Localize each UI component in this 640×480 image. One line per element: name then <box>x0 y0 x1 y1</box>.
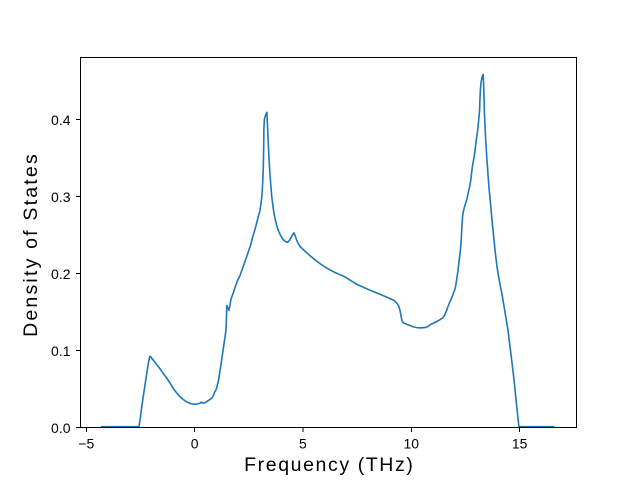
svg-text:5: 5 <box>299 435 307 451</box>
svg-text:0: 0 <box>191 435 199 451</box>
svg-text:0.4: 0.4 <box>51 112 71 128</box>
svg-text:0.3: 0.3 <box>51 189 71 205</box>
svg-text:10: 10 <box>404 435 420 451</box>
svg-text:15: 15 <box>512 435 528 451</box>
svg-text:−5: −5 <box>78 435 94 451</box>
svg-text:Frequency (THz): Frequency (THz) <box>244 454 414 476</box>
svg-text:0.1: 0.1 <box>51 343 71 359</box>
svg-text:0.0: 0.0 <box>51 420 71 436</box>
svg-text:Density of States: Density of States <box>20 152 42 337</box>
svg-text:0.2: 0.2 <box>51 266 71 282</box>
